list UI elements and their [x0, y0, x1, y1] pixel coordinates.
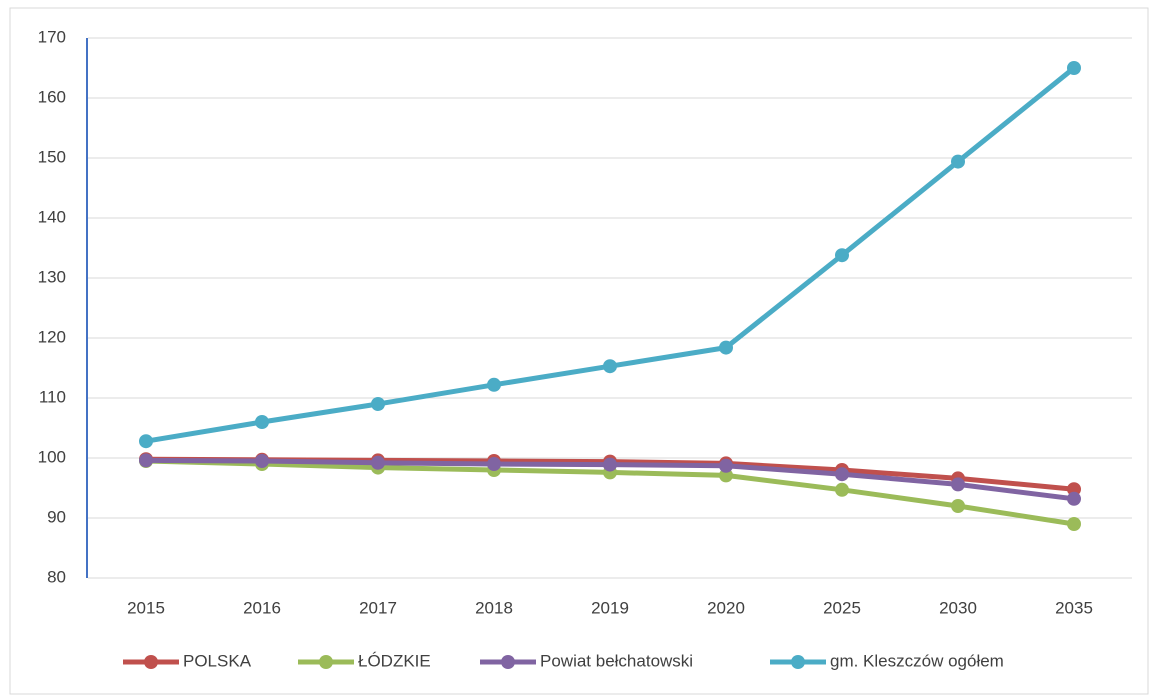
y-tick-label: 90	[47, 507, 66, 526]
x-tick-label: 2018	[475, 598, 513, 617]
legend-label: gm. Kleszczów ogółem	[830, 651, 1004, 670]
point-marker	[255, 454, 269, 468]
y-tick-label: 130	[38, 267, 66, 286]
legend-marker	[501, 655, 515, 669]
y-tick-label: 120	[38, 327, 66, 346]
legend-marker	[319, 655, 333, 669]
point-marker	[719, 458, 733, 473]
point-marker	[255, 415, 269, 429]
y-tick-label: 150	[38, 147, 66, 166]
point-marker	[835, 248, 849, 263]
legend-marker	[144, 655, 158, 669]
point-marker	[603, 457, 617, 472]
x-tick-label: 2020	[707, 598, 745, 617]
x-tick-label: 2030	[939, 598, 977, 617]
chart-frame	[9, 7, 1149, 695]
x-tick-label: 2019	[591, 598, 629, 617]
point-marker	[371, 397, 385, 411]
legend-marker	[791, 655, 805, 669]
x-tick-label: 2016	[243, 598, 281, 617]
point-marker	[835, 482, 849, 497]
y-tick-label: 110	[39, 387, 66, 406]
point-marker	[1067, 491, 1081, 506]
y-tick-label: 160	[38, 87, 66, 106]
y-tick-label: 80	[47, 567, 66, 586]
point-marker	[1067, 61, 1081, 75]
point-marker	[951, 499, 965, 513]
y-tick-label: 100	[38, 447, 66, 466]
point-marker	[603, 359, 617, 374]
point-marker	[487, 377, 501, 392]
legend-label: ŁÓDZKIE	[358, 651, 431, 670]
point-marker	[1067, 482, 1081, 497]
legend-label: Powiat bełchatowski	[540, 651, 693, 670]
point-marker	[951, 477, 965, 492]
y-tick-label: 170	[38, 27, 66, 46]
point-marker	[719, 468, 733, 483]
point-marker	[1067, 517, 1081, 531]
x-tick-label: 2017	[359, 598, 397, 617]
point-marker	[487, 457, 501, 471]
point-marker	[835, 467, 849, 482]
legend-label: POLSKA	[183, 651, 252, 670]
x-tick-label: 2015	[127, 598, 165, 617]
point-marker	[139, 453, 153, 468]
y-tick-label: 140	[38, 207, 66, 226]
x-tick-label: 2035	[1055, 598, 1093, 617]
point-marker	[371, 455, 385, 470]
x-tick-label: 2025	[823, 598, 861, 617]
point-marker	[951, 154, 965, 169]
point-marker	[139, 434, 153, 449]
point-marker	[719, 340, 733, 355]
